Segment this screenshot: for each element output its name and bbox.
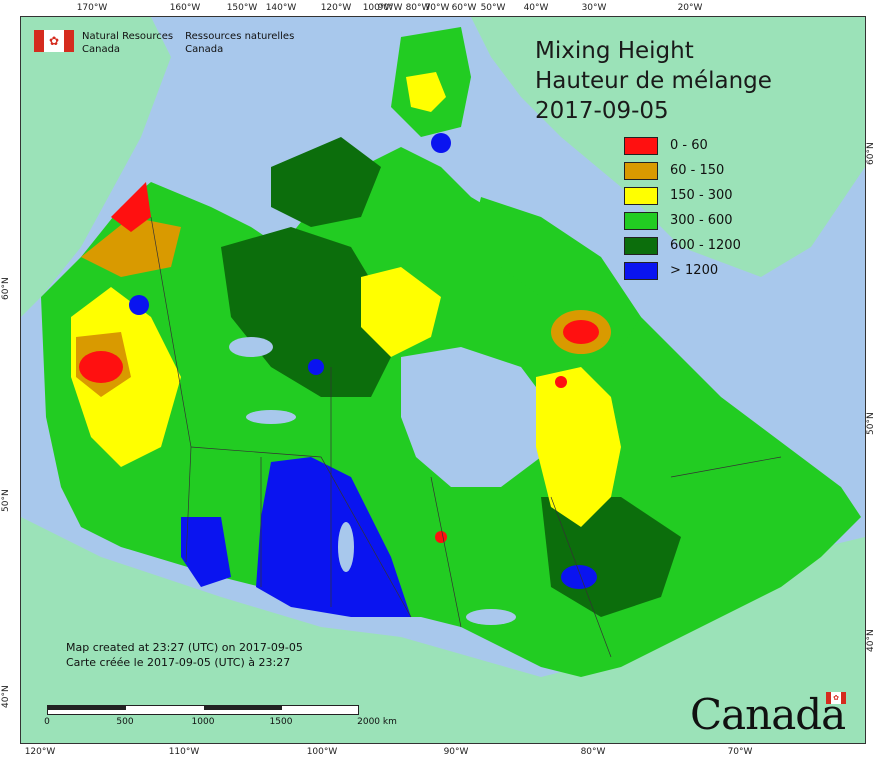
alaska-landmass xyxy=(21,17,171,317)
greenland-landmass xyxy=(471,17,865,277)
provincial-boundaries xyxy=(150,216,782,658)
scale-label: 1500 xyxy=(269,717,293,727)
zone-gt1200-prairies xyxy=(256,457,411,617)
zone-0-60-quebec xyxy=(555,376,567,388)
graticule-top-100w: 100°W xyxy=(362,3,394,13)
credit-fr: Carte créée le 2017-09-05 (UTC) à 23:27 xyxy=(66,656,291,669)
scale-label: 1000 xyxy=(191,717,215,727)
graticule-bottom-80w: 80°W xyxy=(580,747,606,757)
zone-150-300-ellesmere xyxy=(406,72,446,112)
hudson-bay xyxy=(401,347,551,487)
graticule-right-60n: 60°N xyxy=(866,142,876,165)
title-en: Mixing Height xyxy=(535,38,694,64)
legend-label: 600 - 1200 xyxy=(670,238,741,253)
zone-0-60-labrador xyxy=(563,320,599,344)
graticule-left-50n: 50°N xyxy=(1,489,11,512)
title-fr: Hauteur de mélange xyxy=(535,68,772,94)
graticule-bottom-90w: 90°W xyxy=(443,747,469,757)
graticule-top-30w: 30°W xyxy=(581,3,607,13)
mixing-height-map[interactable] xyxy=(21,17,865,743)
legend-item: 300 - 600 xyxy=(624,208,741,233)
zone-gt1200-arctic xyxy=(431,133,451,153)
graticule-top-140w: 140°W xyxy=(265,3,297,13)
graticule-top-160w: 160°W xyxy=(169,3,201,13)
scale-label: 500 xyxy=(116,717,134,727)
legend-label: 150 - 300 xyxy=(670,188,733,203)
graticule-top-20w: 20°W xyxy=(677,3,703,13)
dept-name-en: Natural Resources Canada xyxy=(82,31,174,55)
lake-winnipeg xyxy=(338,522,354,572)
graticule-right-40n: 40°N xyxy=(866,629,876,652)
graticule-bottom-120w: 120°W xyxy=(24,747,56,757)
zone-gt1200-alberta xyxy=(181,517,231,587)
legend-swatch xyxy=(624,186,658,205)
legend-swatch xyxy=(624,136,658,155)
zone-gt1200-nwt xyxy=(308,359,324,375)
graticule-top-120w: 120°W xyxy=(320,3,352,13)
graticule-left-60n: 60°N xyxy=(1,277,11,300)
legend-item: 600 - 1200 xyxy=(624,233,741,258)
lake-superior xyxy=(466,609,516,625)
scale-label: 0 xyxy=(44,717,50,727)
legend-item: 0 - 60 xyxy=(624,133,741,158)
zone-150-300-quebec xyxy=(536,367,621,527)
graticule-top-60w: 60°W xyxy=(451,3,477,13)
legend: 0 - 60 60 - 150 150 - 300 300 - 600 600 … xyxy=(624,133,741,283)
graticule-top-40w: 40°W xyxy=(523,3,549,13)
usa-landmass xyxy=(21,517,865,743)
scale-bar: 0 500 1000 1500 2000 km xyxy=(44,705,397,727)
legend-swatch xyxy=(624,161,658,180)
legend-label: 300 - 600 xyxy=(670,213,733,228)
zone-60-150-northwest xyxy=(81,217,181,277)
arctic-island-victoria xyxy=(271,137,381,227)
legend-item: 150 - 300 xyxy=(624,183,741,208)
legend-swatch xyxy=(624,261,658,280)
zone-gt1200-bc xyxy=(129,295,149,315)
title-date: 2017-09-05 xyxy=(535,98,669,124)
graticule-top-50w: 50°W xyxy=(480,3,506,13)
zone-0-60-ontario xyxy=(435,531,447,543)
graticule-top-80w: 80°W xyxy=(405,3,431,13)
credit-en: Map created at 23:27 (UTC) on 2017-09-05 xyxy=(66,641,303,654)
zone-gt1200-ontario xyxy=(561,565,597,589)
legend-item: > 1200 xyxy=(624,258,741,283)
graticule-top-90w: 90°W xyxy=(377,3,403,13)
great-slave-lake xyxy=(246,410,296,424)
legend-swatch xyxy=(624,211,658,230)
zone-0-60-yukon xyxy=(111,182,151,232)
legend-label: 0 - 60 xyxy=(670,138,708,153)
map-credit: Map created at 23:27 (UTC) on 2017-09-05… xyxy=(66,640,303,670)
graticule-top-150w: 150°W xyxy=(226,3,258,13)
graticule-bottom-100w: 100°W xyxy=(306,747,338,757)
scale-track xyxy=(47,705,359,715)
legend-swatch xyxy=(624,236,658,255)
canada-wordmark: Canada xyxy=(690,690,846,739)
legend-label: > 1200 xyxy=(670,263,719,278)
wordmark-flag-icon: ✿ xyxy=(826,692,846,704)
graticule-bottom-110w: 110°W xyxy=(168,747,200,757)
graticule-bottom-70w: 70°W xyxy=(727,747,753,757)
graticule-right-50n: 50°N xyxy=(866,412,876,435)
zone-150-300-north xyxy=(361,267,441,357)
legend-label: 60 - 150 xyxy=(670,163,725,178)
graticule-top-70w: 70°W xyxy=(424,3,450,13)
dept-name-fr: Ressources naturelles Canada xyxy=(185,31,295,55)
great-bear-lake xyxy=(229,337,273,357)
map-frame[interactable] xyxy=(20,16,866,744)
zone-0-60-bc xyxy=(79,351,123,383)
nrcan-signature: ✿ Natural Resources Canada Ressources na… xyxy=(34,30,306,56)
legend-item: 60 - 150 xyxy=(624,158,741,183)
arctic-island-baffin xyxy=(471,197,641,347)
map-title: Mixing Height Hauteur de mélange 2017-09… xyxy=(535,36,772,126)
maple-leaf-flag-icon: ✿ xyxy=(34,30,74,52)
graticule-top-170w: 170°W xyxy=(76,3,108,13)
scale-label: 2000 km xyxy=(357,717,397,727)
graticule-left-40n: 40°N xyxy=(1,685,11,708)
